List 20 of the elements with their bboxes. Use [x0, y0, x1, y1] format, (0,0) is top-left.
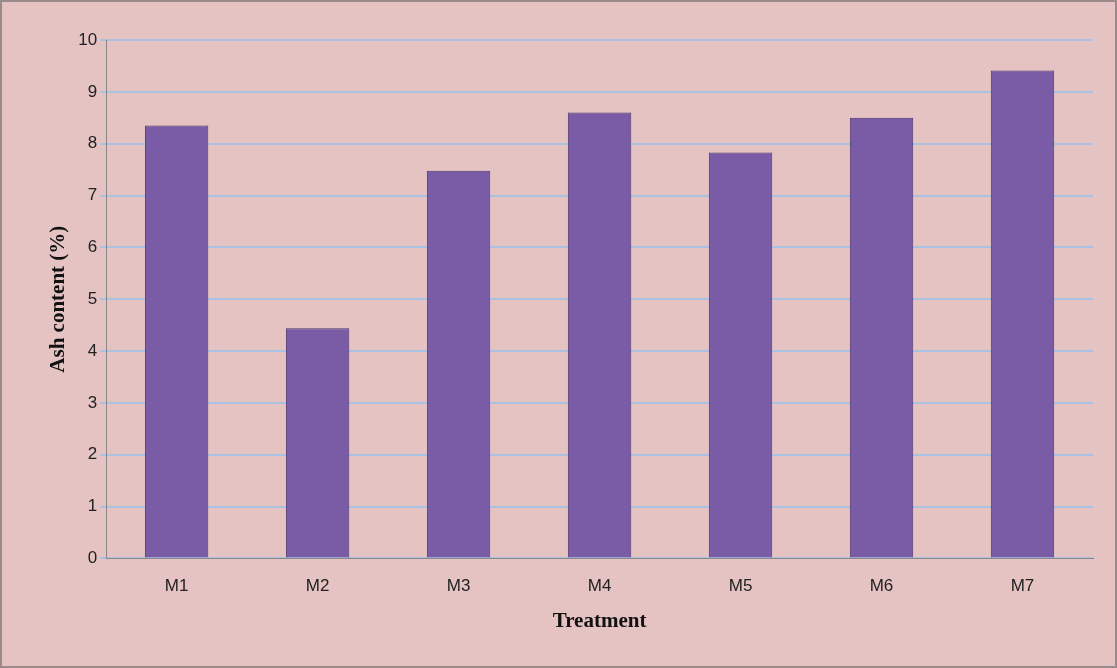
y-tick-label: 3	[87, 392, 98, 412]
y-tick-label: 2	[87, 444, 98, 464]
x-tick-label: M1	[164, 576, 189, 596]
y-tick-label: 4	[87, 340, 98, 360]
y-tick-label: 5	[87, 288, 98, 308]
x-tick-label: M7	[1010, 576, 1035, 596]
y-tick-label: 1	[87, 496, 98, 516]
x-axis-title: Treatment	[552, 607, 647, 632]
y-tick-label: 8	[87, 133, 98, 153]
x-tick-label: M5	[728, 576, 753, 596]
y-tick-label: 9	[87, 81, 98, 101]
x-tick-label: M3	[446, 576, 471, 596]
y-tick-label: 7	[87, 185, 98, 205]
y-axis-title: Ash content (%)	[45, 225, 70, 373]
y-tick-label: 10	[78, 29, 98, 49]
y-tick-label: 0	[87, 548, 98, 568]
x-tick-label: M2	[305, 576, 330, 596]
x-tick-label: M6	[869, 576, 894, 596]
y-tick-label: 6	[87, 237, 98, 257]
x-tick-label: M4	[587, 576, 612, 596]
